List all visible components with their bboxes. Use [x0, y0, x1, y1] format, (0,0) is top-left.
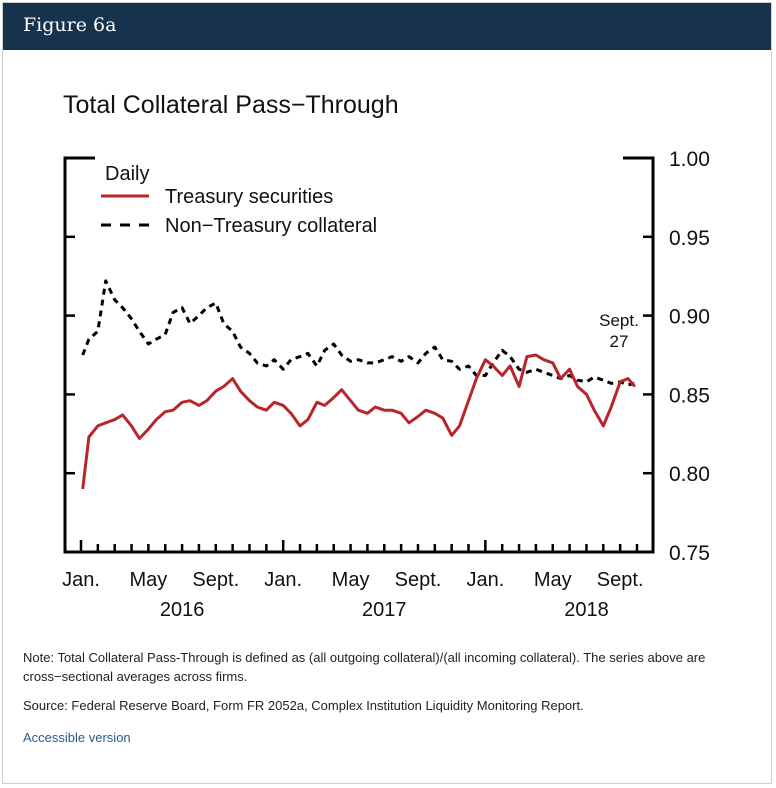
y-tick-label: 0.80: [669, 463, 710, 486]
x-year-label: 2016: [160, 599, 205, 621]
x-tick-label: Sept.: [597, 569, 644, 591]
x-axis: Jan. May Sept. Jan. May Sept. Jan. May Sept. 2016…: [62, 540, 644, 621]
annotation: Sept. 27: [599, 311, 639, 351]
x-tick-label: May: [129, 569, 167, 591]
x-tick-label: Sept.: [395, 569, 442, 591]
series-treasury-line: [81, 353, 636, 490]
series-non-treasury-line: [81, 279, 636, 387]
x-tick-label: Sept.: [192, 569, 239, 591]
chart: Total Collateral Pass−Through 1.00 0.95 0.…: [62, 91, 710, 621]
y-tick-label: 0.85: [669, 384, 710, 407]
y-axis: 1.00 0.95 0.90 0.85 0.80 0.75: [65, 148, 710, 565]
y-tick-label: 0.90: [669, 306, 710, 329]
annotation-line1: Sept.: [599, 311, 639, 330]
figure-header: Figure 6a: [3, 3, 771, 50]
legend-title: Daily: [105, 163, 149, 185]
chart-title: Total Collateral Pass−Through: [63, 91, 399, 119]
annotation-line2: 27: [610, 332, 629, 351]
y-tick-label: 1.00: [669, 148, 710, 171]
x-tick-label: Jan.: [264, 569, 302, 591]
figure-note: Note: Total Collateral Pass-Through is d…: [23, 650, 706, 684]
x-tick-label: May: [534, 569, 572, 591]
accessible-version-link[interactable]: Accessible version: [23, 730, 131, 745]
series-layer: [81, 279, 636, 490]
y-tick-label: 0.75: [669, 542, 710, 565]
x-tick-label: Jan.: [466, 569, 504, 591]
legend-label-treasury: Treasury securities: [165, 186, 333, 208]
legend-label-non-treasury: Non−Treasury collateral: [165, 215, 377, 237]
x-tick-label: Jan.: [62, 569, 100, 591]
x-year-label: 2018: [564, 599, 609, 621]
legend: Daily Treasury securities Non−Treasury c…: [101, 163, 377, 237]
figure-source: Source: Federal Reserve Board, Form FR 2…: [23, 698, 584, 713]
figure-label: Figure 6a: [23, 14, 117, 36]
x-tick-label: May: [332, 569, 370, 591]
x-year-label: 2017: [362, 599, 407, 621]
y-tick-label: 0.95: [669, 227, 710, 250]
